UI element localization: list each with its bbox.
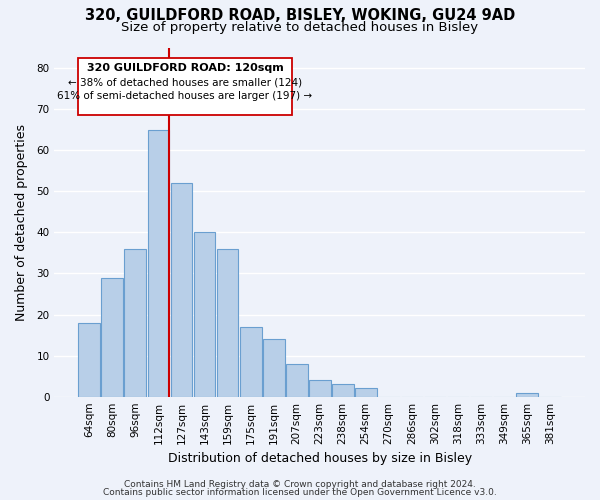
Text: ← 38% of detached houses are smaller (124): ← 38% of detached houses are smaller (12… — [68, 78, 302, 88]
Bar — [309, 380, 331, 396]
Text: 320, GUILDFORD ROAD, BISLEY, WOKING, GU24 9AD: 320, GUILDFORD ROAD, BISLEY, WOKING, GU2… — [85, 8, 515, 22]
Bar — [286, 364, 308, 396]
Bar — [217, 249, 238, 396]
Bar — [79, 322, 100, 396]
Bar — [124, 249, 146, 396]
Bar — [170, 183, 193, 396]
Bar — [194, 232, 215, 396]
Bar — [355, 388, 377, 396]
Text: Contains HM Land Registry data © Crown copyright and database right 2024.: Contains HM Land Registry data © Crown c… — [124, 480, 476, 489]
Text: Size of property relative to detached houses in Bisley: Size of property relative to detached ho… — [121, 21, 479, 34]
Text: Contains public sector information licensed under the Open Government Licence v3: Contains public sector information licen… — [103, 488, 497, 497]
Y-axis label: Number of detached properties: Number of detached properties — [15, 124, 28, 320]
Bar — [148, 130, 169, 396]
X-axis label: Distribution of detached houses by size in Bisley: Distribution of detached houses by size … — [167, 452, 472, 465]
Bar — [263, 339, 284, 396]
Bar — [516, 392, 538, 396]
Bar — [239, 327, 262, 396]
Text: 320 GUILDFORD ROAD: 120sqm: 320 GUILDFORD ROAD: 120sqm — [86, 62, 283, 72]
Text: 61% of semi-detached houses are larger (197) →: 61% of semi-detached houses are larger (… — [58, 92, 313, 102]
Bar — [332, 384, 353, 396]
FancyBboxPatch shape — [78, 58, 292, 116]
Bar — [101, 278, 124, 396]
